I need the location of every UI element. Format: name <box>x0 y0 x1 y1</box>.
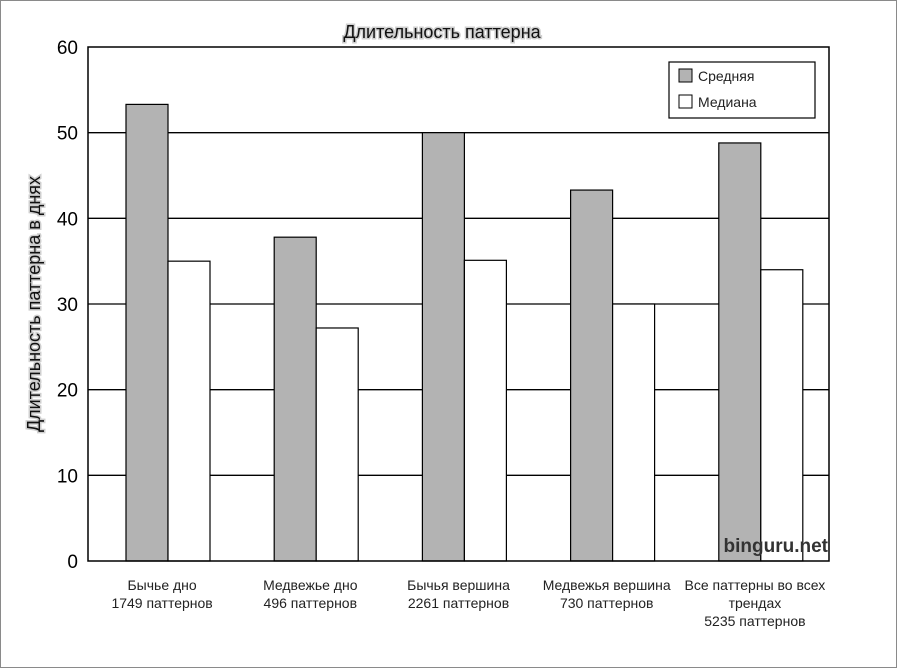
x-category-label: Медвежье дно <box>263 577 358 593</box>
y-tick-label: 0 <box>67 552 78 573</box>
bar-median <box>315 327 359 562</box>
y-tick-label: 30 <box>57 295 78 316</box>
chart-title: Длительность паттерна <box>343 22 541 42</box>
bar-mean <box>273 236 317 562</box>
legend: Средняя Медиана <box>668 61 816 119</box>
y-tick-label: 10 <box>57 466 78 487</box>
bar-median <box>760 269 804 562</box>
bar-mean <box>421 132 465 562</box>
y-tick-label: 20 <box>57 381 78 402</box>
x-category-label: 730 паттернов <box>560 595 654 611</box>
bar-mean <box>718 142 762 562</box>
y-tick-label: 60 <box>57 38 78 59</box>
x-category-label: Все паттерны во всех <box>685 577 826 593</box>
legend-box <box>668 61 816 119</box>
legend-swatch <box>678 94 693 109</box>
bar-mean <box>125 103 169 562</box>
legend-label: Средняя <box>698 68 754 84</box>
bar-median <box>167 260 211 562</box>
x-category-label: Бычье дно <box>127 577 196 593</box>
x-category-labels: Бычье дно 1749 паттернов Медвежье дно 496 п… <box>111 577 825 629</box>
y-tick-label: 50 <box>57 124 78 145</box>
y-tick-labels: 0 10 20 30 40 50 60 <box>57 38 78 573</box>
x-category-label: 2261 паттернов <box>408 595 509 611</box>
bars <box>125 103 804 562</box>
x-category-label: 496 паттернов <box>264 595 358 611</box>
legend-label: Медиана <box>698 94 757 110</box>
x-category-label: Медвежья вершина <box>543 577 671 593</box>
x-category-label: 1749 паттернов <box>111 595 212 611</box>
bar-median <box>611 303 656 562</box>
x-category-label: трендах <box>729 595 782 611</box>
bar-mean <box>569 189 614 562</box>
watermark: binguru.net <box>724 536 829 557</box>
x-category-label: Бычья вершина <box>407 577 510 593</box>
legend-swatch <box>678 68 693 83</box>
bar-median <box>463 259 507 562</box>
y-axis-label: Длительность паттерна в днях <box>24 176 44 432</box>
x-category-label: 5235 паттернов <box>704 613 805 629</box>
plot-area-border <box>87 46 830 562</box>
y-tick-label: 40 <box>57 209 78 230</box>
